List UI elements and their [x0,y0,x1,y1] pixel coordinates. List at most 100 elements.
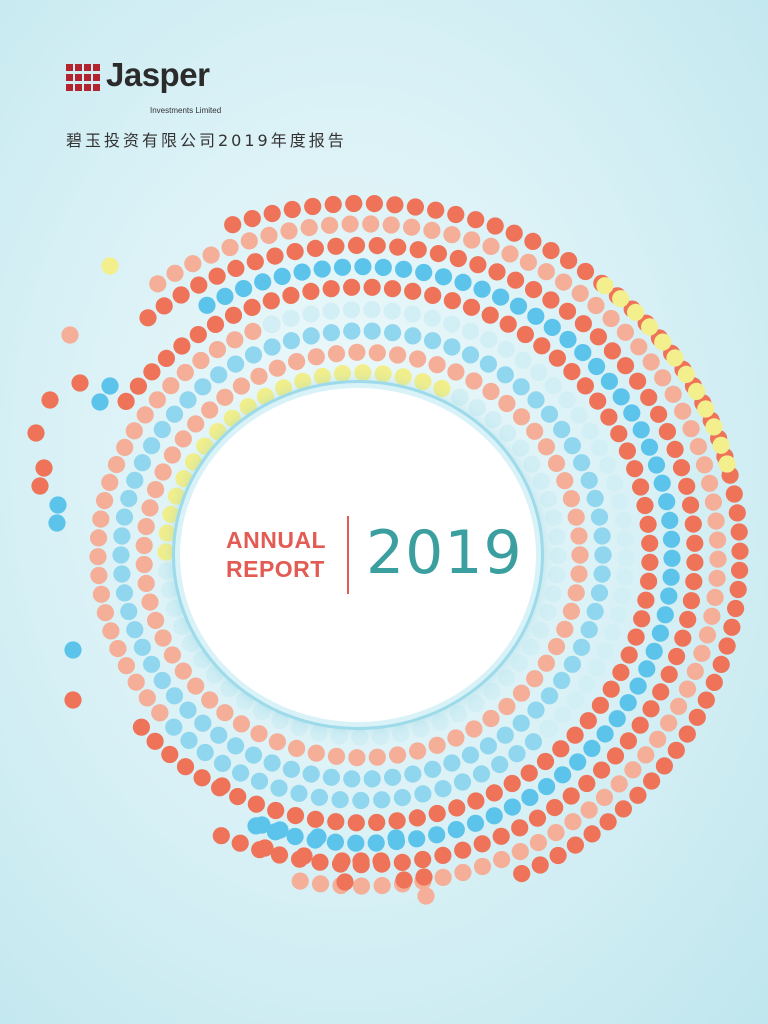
decor-dot [268,359,286,377]
decor-dot [431,713,449,731]
decor-dot [286,827,304,846]
decor-dot [511,654,529,672]
decor-dot [343,322,361,340]
decor-dot [583,739,601,758]
decor-dot [554,766,572,784]
decor-dot [180,731,198,750]
decor-dot [286,807,305,825]
decor-dot [583,825,601,843]
decor-dot [300,219,318,237]
decor-dot [603,342,622,360]
decor-dot [48,514,66,532]
decor-dot [409,350,427,368]
decor-dot [485,784,503,802]
decor-dot [616,530,635,548]
decor-dot [512,714,530,732]
decor-dot [208,267,226,285]
decor-dot [693,644,711,662]
decor-dot [428,804,446,823]
decor-dot [176,363,194,382]
decor-dot [362,215,380,233]
decor-dot [302,305,320,323]
decor-dot [567,508,585,526]
decor-dot [394,368,412,386]
decor-dot [654,333,672,351]
decor-dot [148,391,166,409]
decor-dot [333,365,352,383]
decor-dot [594,546,612,564]
decor-dot [707,512,725,530]
decor-dot [479,355,497,373]
decor-dot [424,286,442,304]
decor-dot [447,729,465,747]
decor-dot [213,777,231,795]
decor-dot [224,306,243,324]
decor-dot [96,604,114,622]
decor-dot [406,198,424,216]
decor-dot [631,716,649,734]
decor-dot [499,424,517,442]
decor-dot [527,391,545,409]
decor-dot [392,725,410,743]
decor-dot [113,527,131,545]
title-divider [347,516,349,594]
decor-dot [90,566,108,585]
decor-dot [571,284,589,302]
decor-dot [586,602,604,621]
decor-dot [492,827,510,845]
decor-dot [210,366,228,384]
decor-dot [730,523,748,541]
decor-dot [96,492,114,510]
decor-dot [591,439,609,457]
decor-dot [304,197,322,216]
decor-dot [115,584,134,602]
decor-dot [731,561,749,579]
decor-dot [27,424,45,442]
decor-dot [570,406,588,424]
decor-dot [569,753,587,771]
decor-dot [173,617,191,636]
decor-dot [209,423,227,441]
decor-dot [302,282,320,300]
decor-dot [540,720,558,738]
decor-dot [463,231,481,249]
decor-dot [327,237,345,255]
decor-dot [684,515,702,533]
decor-dot [162,505,180,523]
decor-dot [244,322,262,340]
decor-dot [161,745,179,764]
decor-dot [434,268,453,286]
decor-dot [465,372,483,390]
decor-dot [461,346,480,364]
decor-dot [663,549,681,567]
decor-dot [388,812,406,830]
decor-dot [563,363,581,381]
decor-dot [146,732,164,750]
decor-dot [709,531,727,549]
decor-dot [531,856,549,874]
decor-dot [513,865,531,883]
decor-dot [645,642,663,660]
decor-dot [563,437,582,455]
decor-dot [250,725,268,743]
decor-dot [512,684,531,702]
decor-dot [656,606,674,624]
decor-dot [331,791,349,809]
decor-dot [562,787,580,805]
decor-dot [562,490,581,508]
decor-dot [682,496,700,514]
decor-dot [373,791,391,809]
decor-dot [120,489,138,508]
decor-dot [428,736,446,754]
decor-dot [508,745,526,763]
decor-dot [496,366,514,384]
decor-dot [260,226,278,244]
decor-dot [414,785,432,803]
decor-dot [153,420,171,439]
decor-dot [107,456,126,474]
decor-dot [352,877,371,895]
decor-dot [293,263,311,281]
decor-dot [712,436,730,454]
decor-dot [226,331,244,349]
decor-dot [138,689,156,707]
